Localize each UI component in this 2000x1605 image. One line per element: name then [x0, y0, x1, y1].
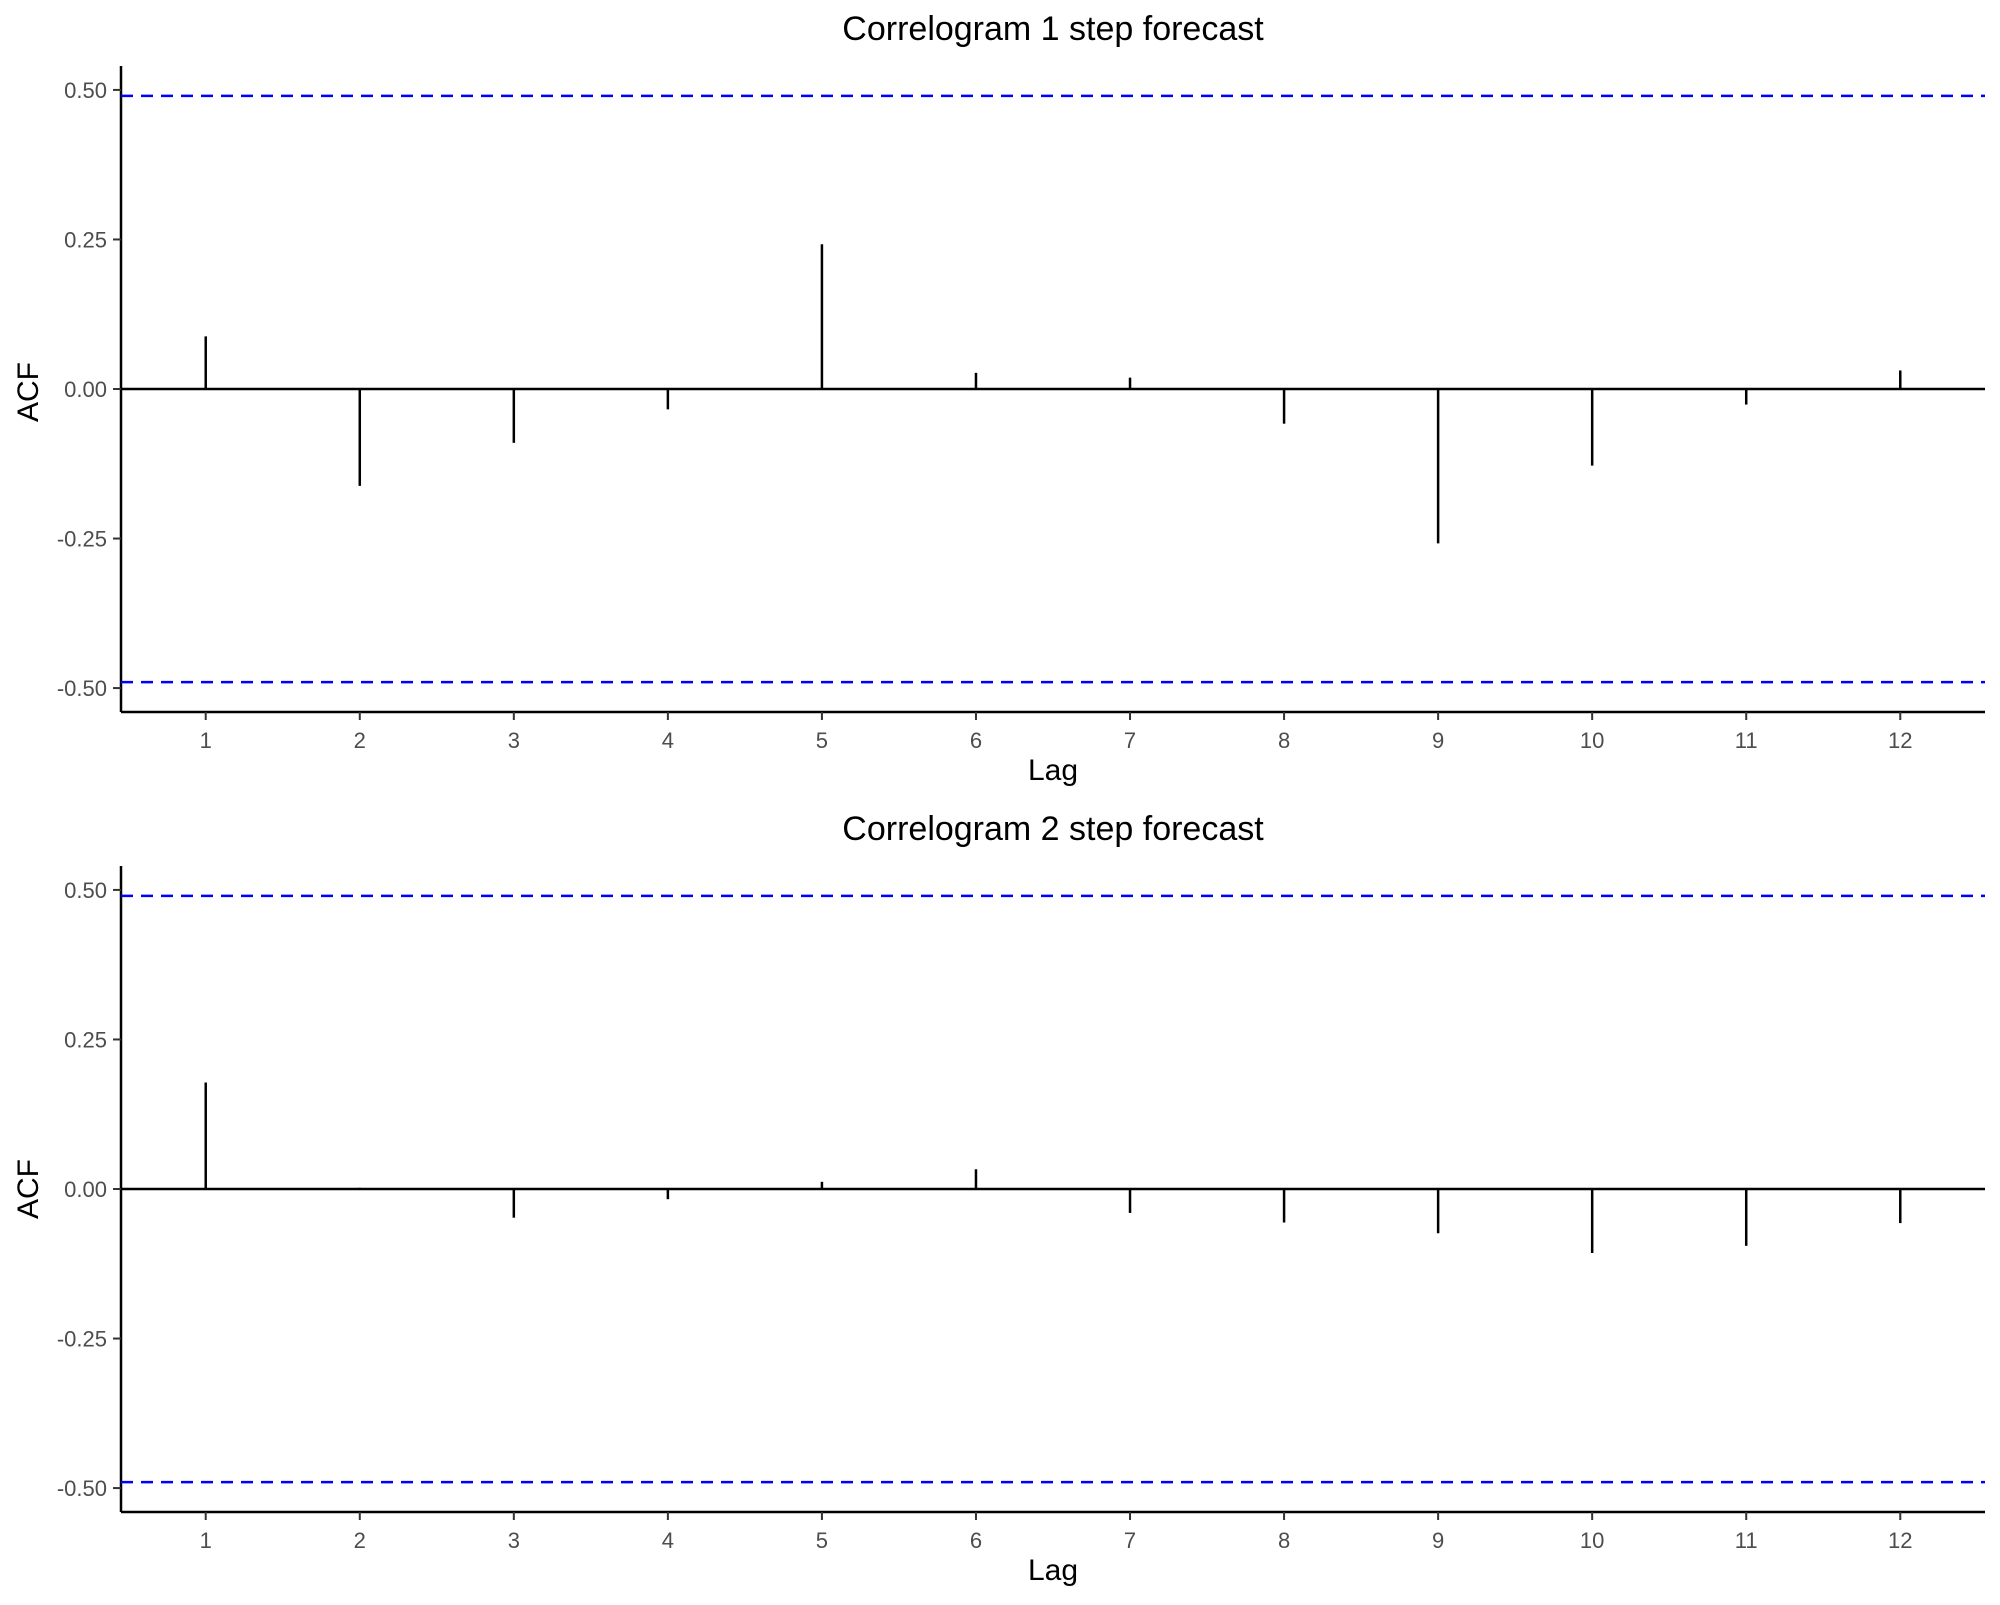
plot-area: 0.500.250.00-0.25-0.501 2 3 4 5 6 7 8 9 10 11 12: [57, 866, 1985, 1553]
x-tick-label: 12: [1888, 728, 1912, 753]
x-tick-label: 3: [508, 1528, 520, 1553]
y-tick-label: -0.50: [57, 676, 107, 701]
x-tick-label: 4: [662, 1528, 674, 1553]
x-tick-label: 9: [1432, 1528, 1444, 1553]
x-tick-label: 6: [970, 1528, 982, 1553]
x-tick-label: 9: [1432, 728, 1444, 753]
x-tick-label: 2: [354, 728, 366, 753]
x-tick-label: 10: [1580, 1528, 1604, 1553]
x-tick-label: 7: [1124, 1528, 1136, 1553]
x-tick-label: 1: [200, 1528, 212, 1553]
x-axis-label: Lag: [1028, 754, 1078, 787]
x-tick-label: 12: [1888, 1528, 1912, 1553]
y-axis-label: ACF: [12, 1159, 45, 1219]
y-tick-label: 0.25: [64, 1027, 107, 1052]
y-tick-label: -0.25: [57, 1327, 107, 1352]
y-tick-label: -0.25: [57, 527, 107, 552]
x-tick-label: 8: [1278, 728, 1290, 753]
x-tick-label: 11: [1735, 1528, 1758, 1553]
y-tick-label: 0.50: [64, 878, 107, 903]
x-axis-label: Lag: [1028, 1554, 1078, 1587]
y-tick-label: 0.50: [64, 78, 107, 103]
x-tick-label: 4: [662, 728, 674, 753]
plot-area: 0.500.250.00-0.25-0.501 2 3 4 5 6 7 8 9 10 11 12: [57, 66, 1985, 753]
correlogram-panel-1: Correlogram 1 step forecast ACF Lag 0.50…: [12, 10, 1985, 787]
x-tick-label: 6: [970, 728, 982, 753]
x-tick-label: 5: [816, 1528, 828, 1553]
y-tick-label: 0.00: [64, 377, 107, 402]
chart-title: Correlogram 1 step forecast: [842, 10, 1264, 48]
y-axis-label: ACF: [12, 362, 45, 422]
x-tick-label: 1: [200, 728, 212, 753]
x-tick-label: 2: [354, 1528, 366, 1553]
x-tick-label: 11: [1735, 728, 1758, 753]
x-tick-label: 8: [1278, 1528, 1290, 1553]
y-tick-label: -0.50: [57, 1476, 107, 1501]
chart-title: Correlogram 2 step forecast: [842, 810, 1264, 848]
y-tick-label: 0.00: [64, 1177, 107, 1202]
x-tick-label: 5: [816, 728, 828, 753]
x-tick-label: 7: [1124, 728, 1136, 753]
y-tick-label: 0.25: [64, 227, 107, 252]
x-tick-label: 10: [1580, 728, 1604, 753]
correlogram-panel-2: Correlogram 2 step forecast ACF Lag 0.50…: [12, 810, 1985, 1587]
x-tick-label: 3: [508, 728, 520, 753]
